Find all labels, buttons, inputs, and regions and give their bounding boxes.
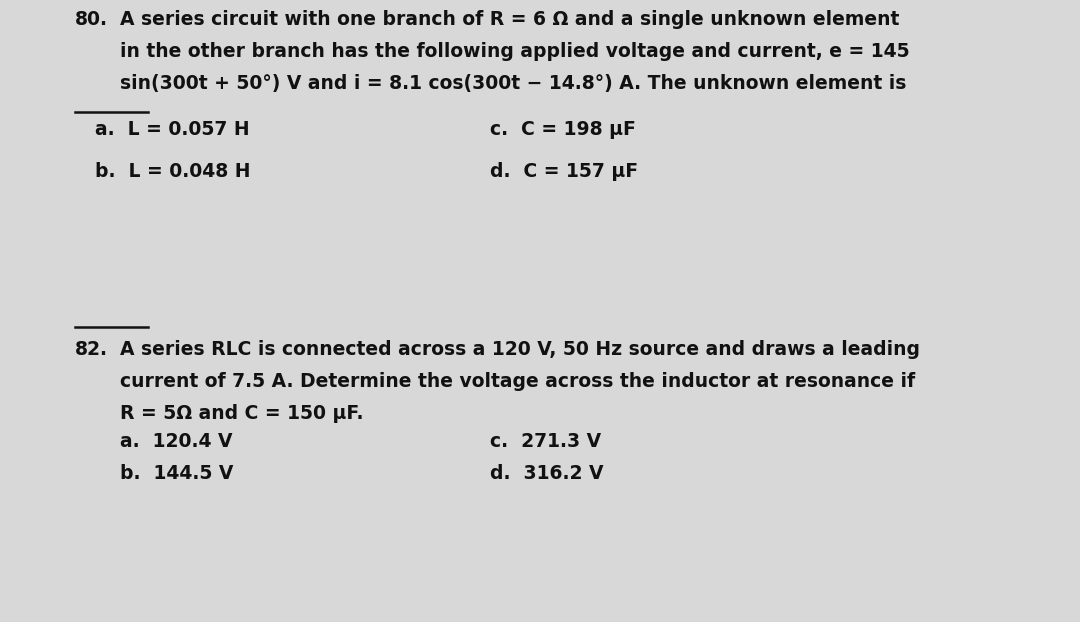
Text: R = 5Ω and C = 150 μF.: R = 5Ω and C = 150 μF. <box>120 404 364 423</box>
Text: a.  L = 0.057 H: a. L = 0.057 H <box>95 120 249 139</box>
Text: sin(300t + 50°) V and i = 8.1 cos(300t − 14.8°) A. The unknown element is: sin(300t + 50°) V and i = 8.1 cos(300t −… <box>120 74 906 93</box>
Text: b.  144.5 V: b. 144.5 V <box>120 464 233 483</box>
Text: in the other branch has the following applied voltage and current, e = 145: in the other branch has the following ap… <box>120 42 909 61</box>
Text: 80.: 80. <box>75 10 108 29</box>
Text: b.  L = 0.048 H: b. L = 0.048 H <box>95 162 251 181</box>
Text: c.  271.3 V: c. 271.3 V <box>490 432 602 451</box>
Text: 82.: 82. <box>75 340 108 359</box>
Text: a.  120.4 V: a. 120.4 V <box>120 432 232 451</box>
Text: current of 7.5 A. Determine the voltage across the inductor at resonance if: current of 7.5 A. Determine the voltage … <box>120 372 915 391</box>
Text: d.  316.2 V: d. 316.2 V <box>490 464 604 483</box>
Text: c.  C = 198 μF: c. C = 198 μF <box>490 120 636 139</box>
Text: A series RLC is connected across a 120 V, 50 Hz source and draws a leading: A series RLC is connected across a 120 V… <box>120 340 920 359</box>
Text: d.  C = 157 μF: d. C = 157 μF <box>490 162 638 181</box>
Text: A series circuit with one branch of R = 6 Ω and a single unknown element: A series circuit with one branch of R = … <box>120 10 900 29</box>
